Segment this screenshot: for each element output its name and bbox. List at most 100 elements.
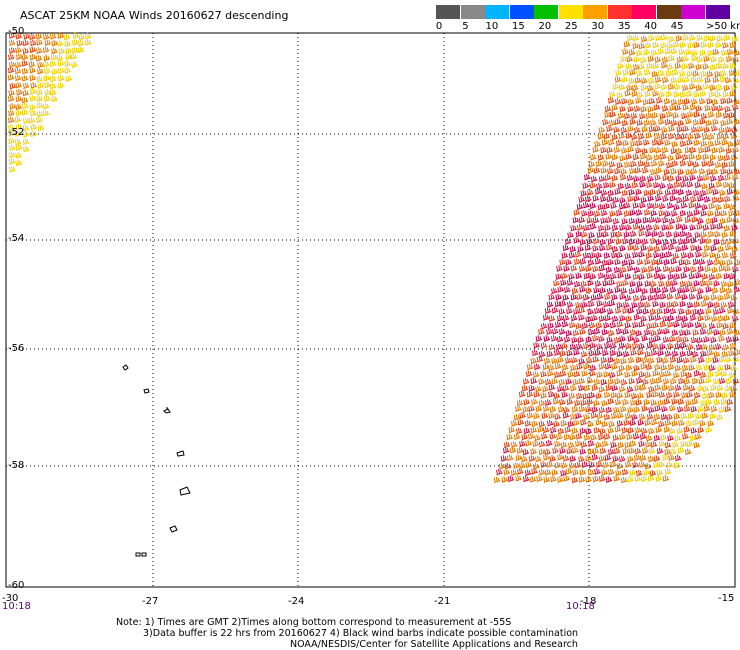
- wind-barb: [7, 66, 15, 74]
- wind-barb: [538, 420, 546, 428]
- wind-barb: [715, 62, 723, 70]
- wind-barb: [680, 412, 688, 420]
- lat-label-50: -50: [8, 26, 25, 37]
- wind-barb: [647, 84, 654, 92]
- wind-barb: [557, 356, 564, 364]
- wind-barb: [596, 231, 604, 238]
- wind-barb: [691, 98, 698, 105]
- wind-barb: [730, 364, 738, 371]
- wind-barb: [648, 336, 656, 344]
- wind-barb: [578, 357, 586, 365]
- lat-label-58: -58: [8, 460, 25, 471]
- wind-barb: [667, 132, 675, 140]
- wind-barb: [703, 174, 710, 181]
- wind-barb: [572, 378, 580, 386]
- wind-barb: [606, 195, 614, 203]
- wind-barb: [624, 412, 632, 420]
- wind-barb: [543, 405, 550, 412]
- wind-barb: [679, 209, 687, 217]
- wind-barb: [582, 201, 590, 209]
- wind-barb: [659, 202, 666, 210]
- wind-barb: [555, 433, 563, 441]
- wind-barb: [548, 293, 555, 301]
- legend-swatch: [485, 5, 509, 19]
- wind-barb: [583, 272, 591, 280]
- wind-barb: [681, 315, 689, 322]
- wind-barb: [587, 469, 595, 476]
- wind-barb: [554, 321, 562, 328]
- wind-barb: [660, 61, 668, 69]
- wind-barb: [583, 434, 591, 441]
- wind-barb: [43, 74, 51, 82]
- wind-barb: [629, 329, 637, 336]
- wind-barb: [42, 33, 50, 40]
- wind-barb: [587, 448, 595, 455]
- wind-barb: [698, 377, 706, 385]
- wind-barb: [706, 168, 713, 176]
- wind-barb: [581, 350, 588, 358]
- wind-barb: [636, 307, 643, 315]
- wind-barb: [663, 398, 671, 405]
- wind-barb: [589, 364, 597, 372]
- wind-barb: [29, 46, 37, 54]
- wind-barb: [594, 140, 601, 148]
- wind-barb: [598, 224, 605, 232]
- wind-barb: [715, 391, 723, 399]
- wind-barb: [507, 475, 515, 483]
- wind-barb: [609, 371, 616, 379]
- wind-barb: [612, 217, 620, 225]
- wind-barb: [678, 48, 686, 56]
- wind-barb: [656, 97, 663, 104]
- wind-barb: [609, 110, 617, 118]
- wind-barb: [626, 433, 633, 440]
- wind-barb: [689, 434, 697, 442]
- wind-barb: [14, 130, 22, 137]
- wind-barb: [646, 202, 654, 210]
- wind-barb: [722, 62, 729, 70]
- wind-barb: [564, 426, 572, 434]
- wind-barb: [732, 335, 740, 342]
- wind-barb: [666, 42, 674, 49]
- wind-barb: [29, 53, 37, 61]
- wind-barb: [676, 56, 684, 63]
- wind-barb: [724, 195, 731, 203]
- wind-barb: [611, 174, 619, 182]
- wind-barb: [726, 188, 734, 195]
- wind-barb: [617, 182, 625, 190]
- wind-barb: [619, 433, 626, 440]
- wind-barb: [587, 279, 594, 287]
- wind-barb: [617, 62, 624, 70]
- wind-barb: [675, 223, 683, 230]
- wind-barb: [654, 314, 662, 321]
- wind-barb: [648, 97, 656, 105]
- wind-barb: [533, 412, 540, 420]
- wind-barb: [594, 280, 602, 287]
- wind-barb: [575, 433, 583, 440]
- wind-barb: [647, 455, 655, 463]
- wind-barb: [708, 182, 716, 189]
- wind-barb: [662, 76, 669, 84]
- wind-barb: [580, 441, 588, 448]
- wind-barb: [624, 294, 632, 302]
- wind-barb: [658, 91, 665, 98]
- wind-barb: [542, 363, 550, 371]
- wind-barb: [733, 189, 740, 196]
- wind-barb: [729, 62, 737, 69]
- wind-barb: [692, 308, 700, 316]
- wind-barb: [556, 265, 563, 272]
- wind-barb: [596, 293, 604, 300]
- wind-barb: [15, 46, 22, 54]
- wind-barb: [542, 314, 550, 321]
- wind-barb: [729, 321, 737, 329]
- wind-barb: [730, 294, 738, 301]
- wind-barb: [535, 385, 542, 393]
- wind-barb: [708, 364, 716, 372]
- wind-barb: [644, 462, 652, 470]
- wind-barb: [712, 308, 720, 316]
- wind-barb: [691, 398, 699, 405]
- wind-barb: [716, 321, 723, 329]
- wind-barb: [592, 356, 600, 363]
- wind-barb: [639, 454, 647, 462]
- wind-barb: [727, 48, 734, 56]
- wind-barb: [725, 377, 733, 385]
